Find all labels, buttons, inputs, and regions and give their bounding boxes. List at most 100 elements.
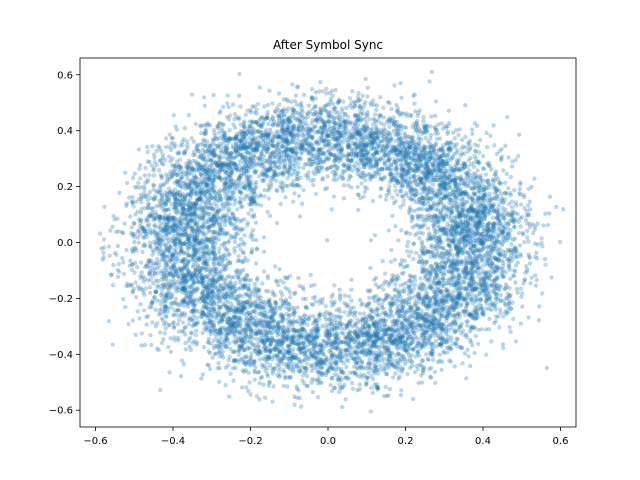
- scatter-point: [399, 228, 404, 233]
- scatter-point: [456, 292, 461, 297]
- scatter-point: [424, 274, 429, 279]
- scatter-point: [283, 165, 288, 171]
- scatter-point: [206, 190, 212, 195]
- scatter-point: [325, 340, 330, 345]
- scatter-point: [278, 359, 284, 364]
- scatter-point: [470, 131, 475, 136]
- scatter-point: [295, 319, 300, 324]
- scatter-point: [359, 359, 365, 364]
- scatter-point: [254, 107, 259, 112]
- scatter-point: [166, 344, 171, 350]
- scatter-point: [261, 382, 266, 387]
- scatter-point: [367, 357, 372, 362]
- scatter-point: [264, 366, 270, 371]
- scatter-point: [292, 166, 297, 172]
- scatter-point: [459, 151, 464, 156]
- scatter-point: [232, 125, 238, 130]
- scatter-point: [377, 172, 382, 177]
- scatter-point: [182, 126, 187, 131]
- scatter-point: [250, 300, 255, 305]
- scatter-point: [162, 277, 167, 282]
- scatter-point: [425, 170, 430, 176]
- scatter-point: [238, 316, 243, 321]
- scatter-point: [366, 370, 372, 375]
- scatter-point: [539, 236, 544, 241]
- scatter-point: [397, 339, 402, 345]
- scatter-point: [200, 167, 205, 173]
- scatter-point: [413, 250, 419, 256]
- scatter-point: [402, 361, 408, 367]
- scatter-point: [382, 162, 388, 167]
- scatter-point: [333, 105, 338, 110]
- scatter-point: [222, 176, 228, 181]
- scatter-point: [343, 348, 348, 353]
- scatter-point: [421, 169, 426, 174]
- scatter-point: [319, 134, 324, 139]
- scatter-point: [270, 313, 275, 318]
- scatter-point: [244, 328, 249, 333]
- scatter-point: [510, 159, 515, 164]
- scatter-point: [138, 302, 143, 307]
- scatter-point: [366, 336, 372, 341]
- scatter-point: [318, 79, 323, 85]
- scatter-point: [389, 106, 394, 112]
- scatter-point: [493, 278, 498, 283]
- scatter-point: [362, 320, 368, 326]
- scatter-point: [330, 366, 335, 372]
- scatter-point: [375, 313, 380, 318]
- scatter-point: [502, 227, 508, 232]
- scatter-point: [512, 236, 518, 241]
- scatter-point: [289, 132, 295, 137]
- scatter-point: [270, 139, 275, 144]
- scatter-point: [346, 339, 351, 344]
- scatter-point: [205, 340, 211, 345]
- scatter-point: [233, 365, 238, 371]
- scatter-point: [252, 189, 257, 195]
- scatter-point: [495, 193, 500, 198]
- scatter-point: [289, 337, 294, 342]
- scatter-point: [302, 317, 307, 322]
- scatter-point: [218, 108, 223, 114]
- scatter-point: [414, 120, 419, 126]
- scatter-point: [198, 224, 204, 229]
- scatter-point: [280, 334, 286, 339]
- scatter-point: [280, 324, 286, 329]
- scatter-point: [110, 282, 116, 288]
- scatter-point: [427, 327, 432, 332]
- scatter-point: [393, 162, 399, 167]
- scatter-point: [431, 278, 436, 283]
- scatter-point: [316, 369, 321, 375]
- scatter-point: [373, 275, 379, 281]
- scatter-point: [300, 114, 306, 120]
- scatter-point: [237, 330, 243, 336]
- scatter-point: [454, 301, 460, 306]
- scatter-point: [513, 157, 518, 163]
- scatter-point: [350, 386, 356, 391]
- scatter-point: [219, 288, 225, 293]
- scatter-point: [158, 187, 163, 192]
- scatter-point: [489, 261, 495, 267]
- scatter-point: [154, 298, 159, 303]
- scatter-point: [193, 231, 198, 237]
- scatter-point: [421, 115, 426, 120]
- scatter-point: [181, 241, 186, 247]
- scatter-point: [155, 321, 160, 326]
- scatter-point: [243, 158, 249, 163]
- scatter-point: [199, 376, 204, 381]
- scatter-point: [469, 179, 474, 184]
- scatter-point: [255, 275, 260, 281]
- scatter-point: [245, 310, 250, 315]
- scatter-point: [245, 129, 250, 134]
- scatter-point: [173, 227, 178, 232]
- scatter-point: [137, 224, 143, 229]
- scatter-point: [255, 277, 260, 283]
- scatter-point: [324, 358, 330, 363]
- scatter-point: [399, 184, 404, 190]
- scatter-point: [229, 197, 234, 202]
- scatter-point: [391, 340, 396, 345]
- scatter-point: [339, 377, 344, 383]
- scatter-point: [235, 319, 240, 325]
- scatter-point: [110, 342, 115, 347]
- scatter-point: [235, 258, 241, 264]
- scatter-point: [304, 383, 309, 389]
